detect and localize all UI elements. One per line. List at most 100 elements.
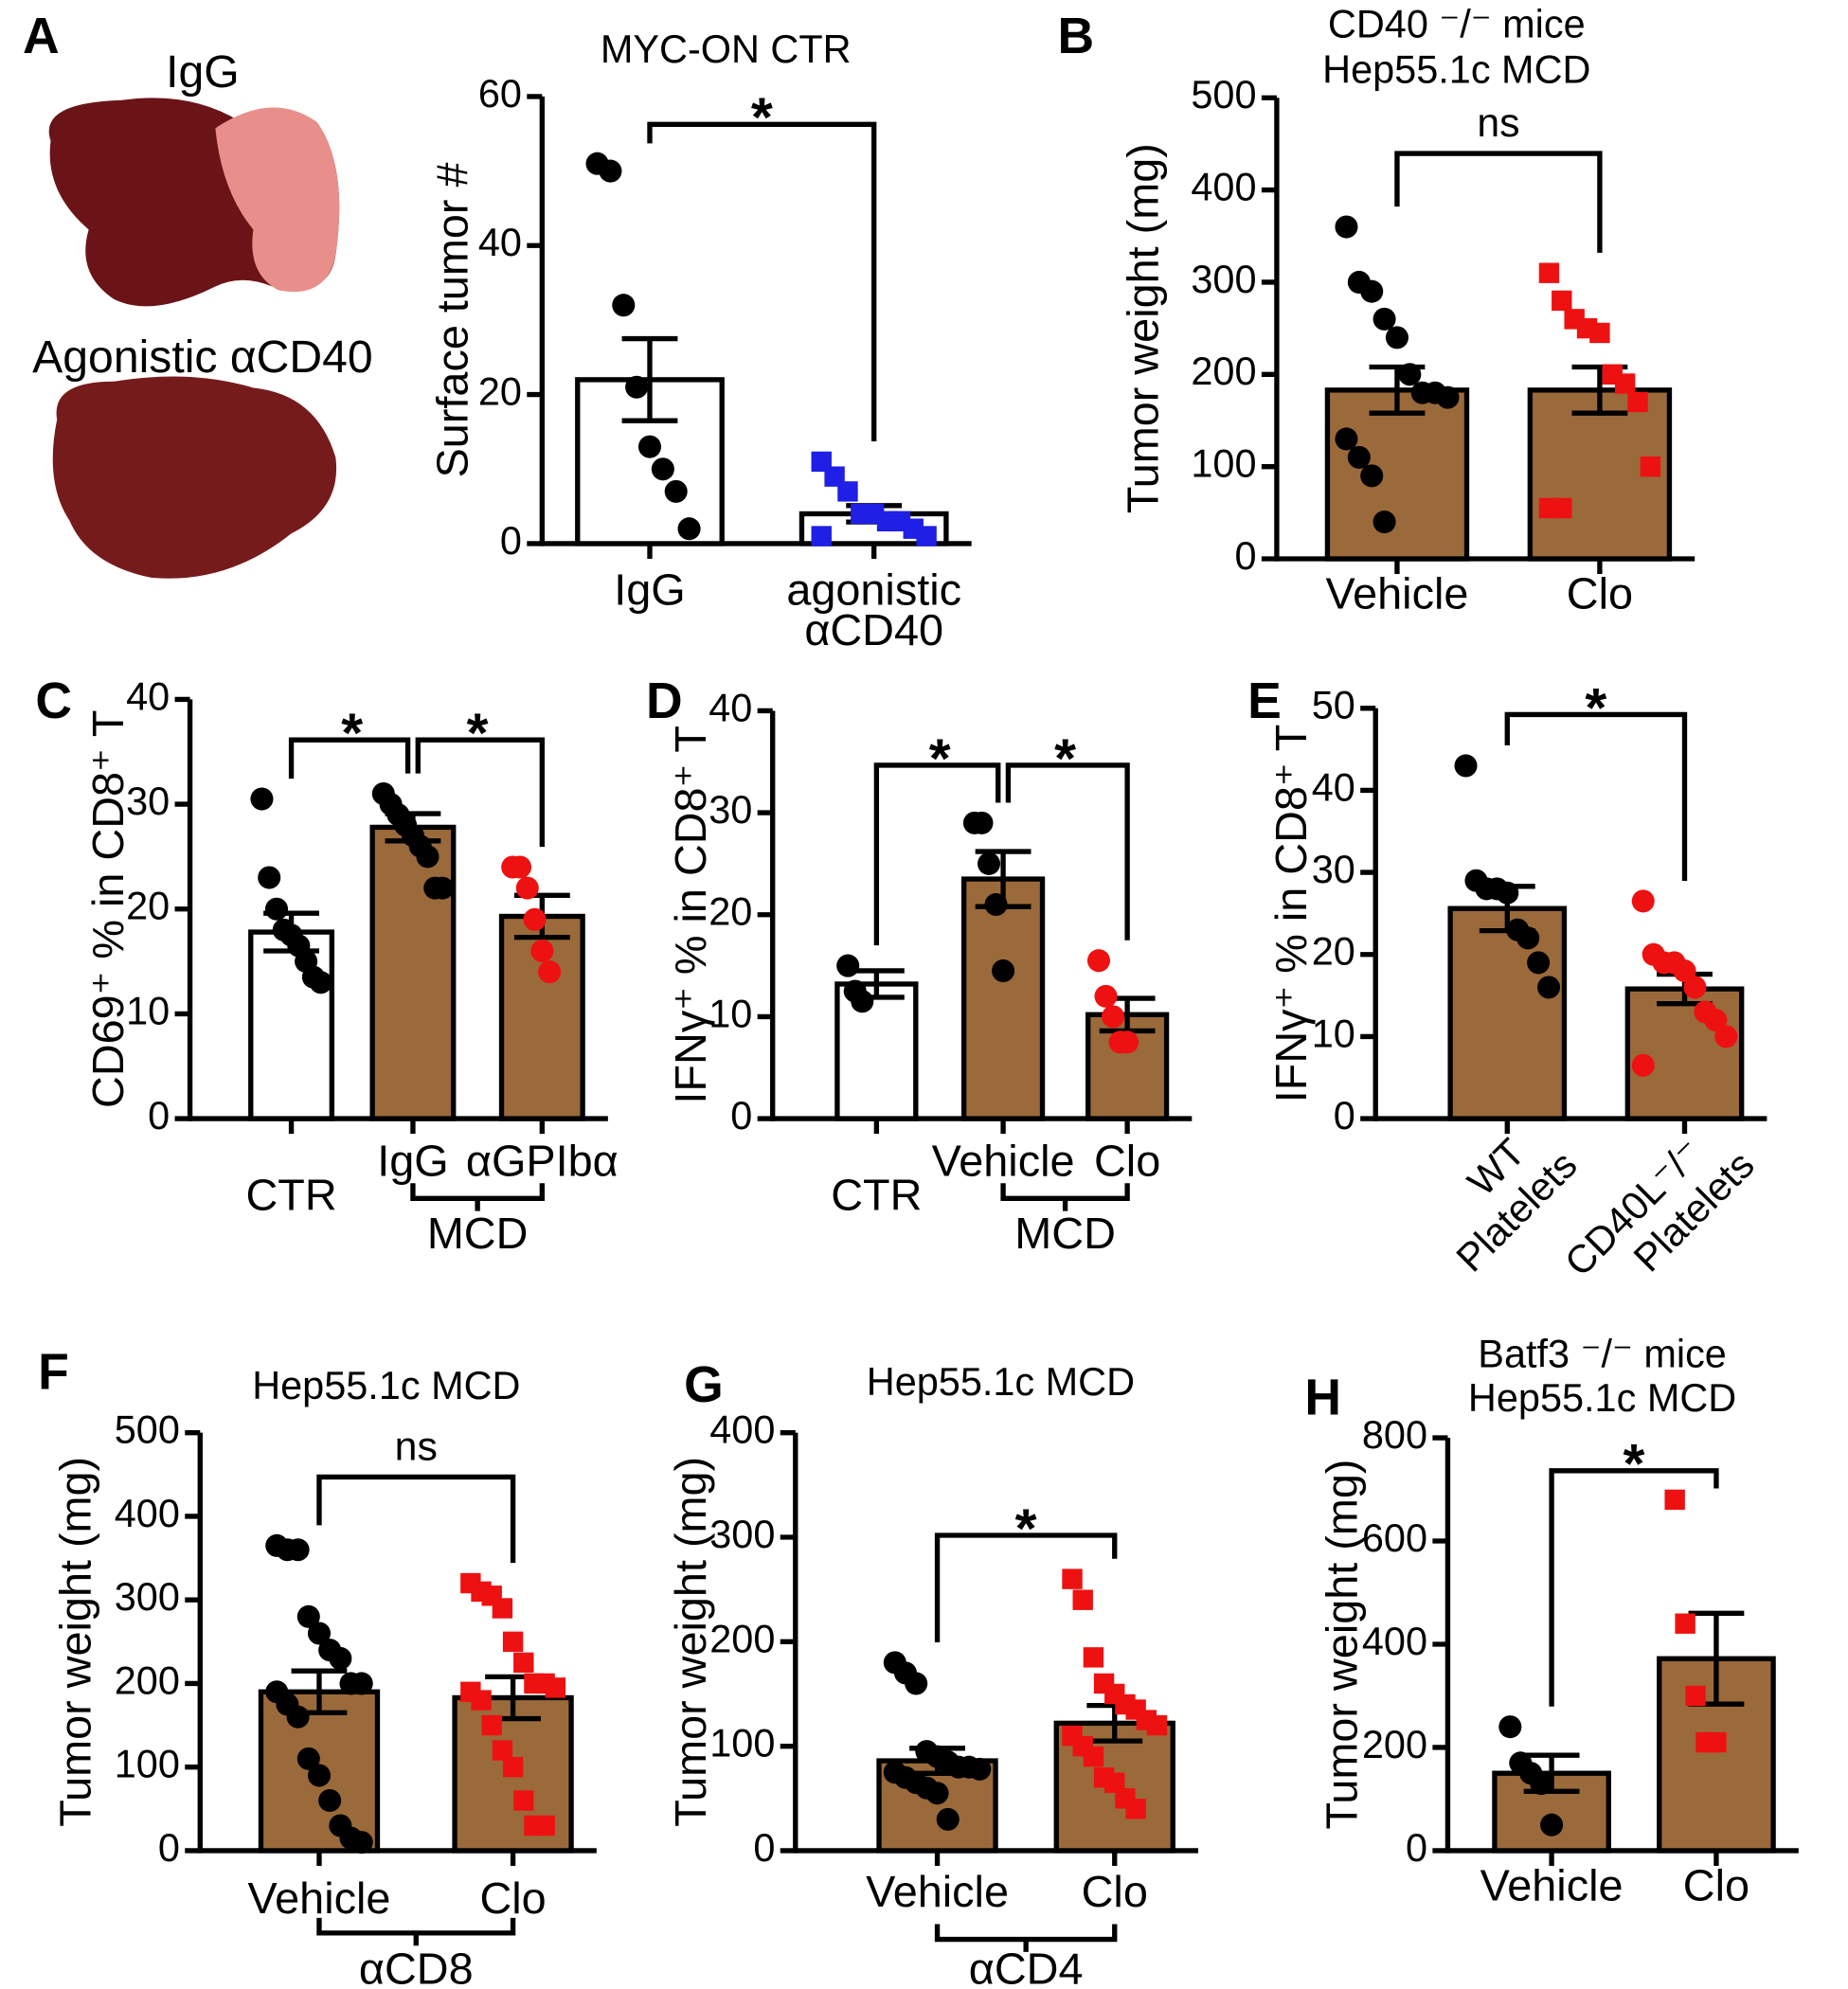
panel-letter: A <box>23 9 60 64</box>
data-point <box>677 517 701 541</box>
data-point <box>612 294 636 317</box>
liver-photos <box>48 98 340 579</box>
data-point <box>1537 976 1561 999</box>
chart-title: MYC-ON CTR <box>601 27 852 71</box>
data-point <box>508 855 532 879</box>
y-tick-label: 0 <box>1234 533 1256 578</box>
x-tick-label: Clo <box>1683 1860 1749 1909</box>
data-point <box>513 1652 534 1674</box>
y-tick-label: 100 <box>1191 441 1256 486</box>
y-tick-label: 30 <box>126 779 170 823</box>
y-tick-label: 40 <box>478 220 522 264</box>
data-point <box>1714 1025 1738 1048</box>
data-point <box>664 479 688 503</box>
y-tick-label: 400 <box>115 1491 180 1535</box>
data-point <box>916 526 937 547</box>
group-label: αCD8 <box>359 1944 474 1989</box>
bar <box>1447 905 1568 1121</box>
data-point <box>1373 307 1396 331</box>
y-axis-label: Tumor weight (mg) <box>1317 1460 1366 1830</box>
data-point <box>309 971 332 994</box>
data-point <box>1146 1714 1168 1736</box>
y-axis-label: Surface tumor # <box>428 162 477 477</box>
data-point <box>1102 1005 1125 1029</box>
y-tick-label: 30 <box>709 787 752 832</box>
data-point <box>513 1790 534 1811</box>
error-bar <box>621 335 678 423</box>
x-tick-label: IgG <box>614 564 685 614</box>
panel-letter: C <box>35 673 72 729</box>
bar <box>1624 986 1745 1121</box>
data-point <box>1083 1647 1104 1668</box>
data-point <box>1683 976 1707 999</box>
data-point <box>1498 1715 1522 1739</box>
data-point <box>1540 1813 1564 1837</box>
significance-bracket <box>1005 762 1130 941</box>
y-tick-label: 800 <box>1362 1412 1427 1457</box>
data-point <box>1706 1731 1727 1753</box>
significance-bracket <box>288 737 411 779</box>
x-tick-label: Vehicle <box>1325 568 1468 618</box>
data-point <box>1072 1589 1093 1610</box>
significance-bracket <box>1549 1468 1719 1707</box>
photo-label: IgG <box>166 46 240 98</box>
data-point <box>977 851 1001 875</box>
data-point <box>1335 427 1358 451</box>
x-tick-label: Vehicle <box>932 1137 1075 1186</box>
y-tick-label: 600 <box>1362 1515 1427 1560</box>
data-point <box>264 897 289 921</box>
significance-label: * <box>1054 728 1076 790</box>
bar <box>960 876 1046 1121</box>
data-point <box>651 457 674 481</box>
y-axis-label: IFNγ⁺ % in CD8⁺ T <box>1266 725 1316 1103</box>
data-point <box>545 1677 566 1698</box>
group-label: MCD <box>427 1209 529 1258</box>
y-tick-label: 20 <box>126 884 170 928</box>
data-point <box>523 907 547 931</box>
significance-label: * <box>751 87 773 149</box>
data-point <box>1086 949 1111 973</box>
data-point <box>286 1705 310 1729</box>
data-point <box>599 159 622 183</box>
data-point <box>431 876 455 900</box>
data-point <box>625 375 649 399</box>
x-tick-label: agonistic <box>786 564 961 614</box>
y-tick-label: 0 <box>1406 1825 1427 1870</box>
y-tick-label: 10 <box>709 991 752 1035</box>
y-tick-label: 20 <box>1312 929 1355 974</box>
data-point <box>296 1604 320 1628</box>
panel-letter: H <box>1304 1370 1341 1425</box>
photo-label: Agonistic αCD40 <box>32 332 373 383</box>
data-point <box>1116 1030 1139 1054</box>
x-tick-label: Vehicle <box>248 1873 391 1923</box>
data-point <box>350 1831 373 1855</box>
group-bracket <box>934 1924 1118 1952</box>
data-point <box>1631 1053 1655 1077</box>
y-tick-label: 0 <box>730 1093 752 1138</box>
data-point <box>925 1782 949 1805</box>
significance-label: * <box>1585 677 1606 739</box>
panel-letter: B <box>1058 9 1095 64</box>
y-tick-label: 200 <box>709 1616 775 1660</box>
chart-title: Batf3 ⁻/⁻ mice <box>1478 1331 1727 1375</box>
x-tick-label: Vehicle <box>866 1867 1009 1916</box>
data-point <box>492 1598 513 1619</box>
significance-bracket <box>1504 711 1688 882</box>
x-tick-label: Clo <box>479 1873 546 1923</box>
data-point <box>538 960 562 984</box>
significance-label: * <box>467 703 489 764</box>
data-point <box>502 1757 524 1778</box>
data-point <box>1552 290 1572 312</box>
y-tick-label: 500 <box>115 1407 180 1452</box>
y-tick-label: 0 <box>753 1825 775 1870</box>
y-tick-label: 30 <box>1312 847 1355 891</box>
x-tick-label: αCD40 <box>804 605 943 654</box>
y-tick-label: 40 <box>126 673 170 718</box>
y-tick-label: 200 <box>1362 1722 1427 1766</box>
group-label: αCD4 <box>969 1944 1084 1989</box>
significance-bracket <box>1394 151 1603 253</box>
y-tick-label: 100 <box>115 1742 180 1786</box>
data-point <box>1530 1772 1553 1796</box>
